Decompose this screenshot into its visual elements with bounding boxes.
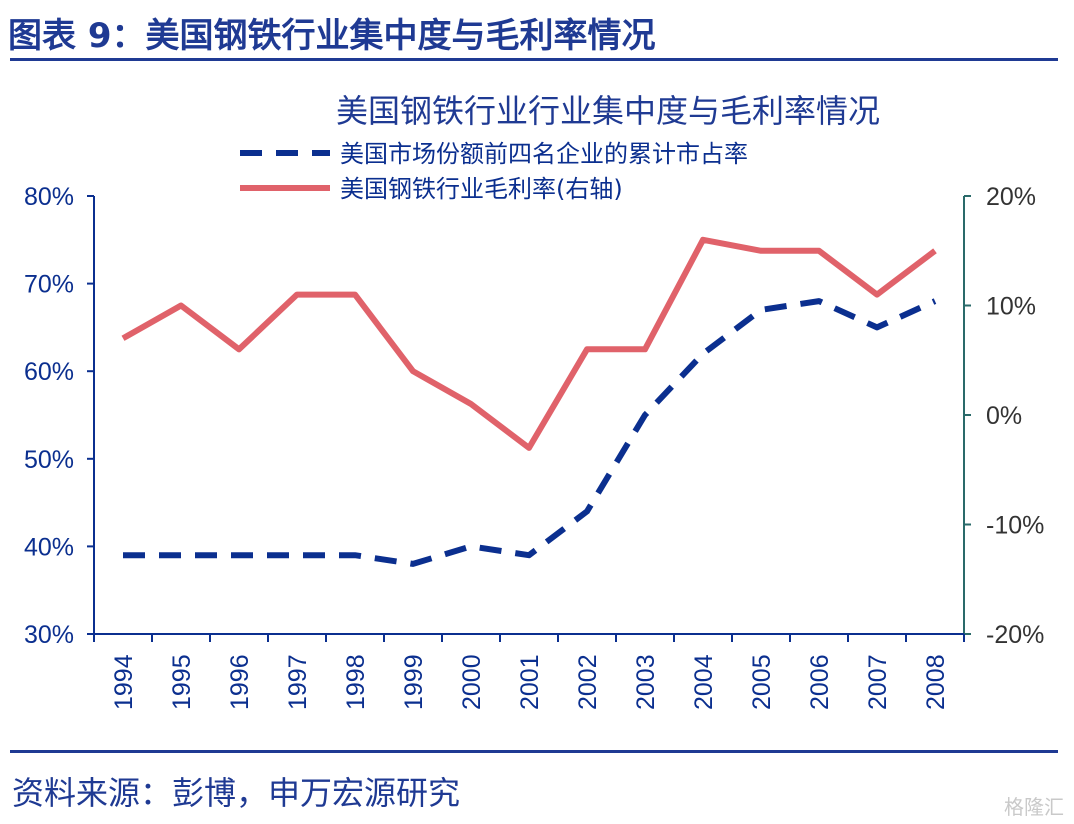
x-axis-tick-label: 2007 [864, 654, 892, 710]
left-axis-tick-label: 60% [24, 358, 74, 386]
right-axis-tick-label: 20% [986, 183, 1036, 211]
right-axis-tick-label: 10% [986, 293, 1036, 321]
series-line-gross-margin [121, 236, 937, 451]
x-axis-tick-label: 2001 [516, 654, 544, 710]
x-axis-tick-label: 1994 [110, 654, 138, 710]
top-rule [10, 58, 1058, 61]
left-axis-tick-label: 40% [24, 533, 74, 561]
chart: 30% 40% 50% 60% 70% 80% -20% -10% 0% 10% 20% 1994 19… [24, 92, 1044, 710]
chart-title: 美国钢铁行业行业集中度与毛利率情况 [336, 92, 880, 130]
right-axis-tick-label: 0% [986, 402, 1022, 430]
x-axis-tick-label: 2004 [690, 654, 718, 710]
x-axis-tick-label: 2005 [748, 654, 776, 710]
right-axis-tick-label: -10% [986, 512, 1044, 540]
watermark: 格隆汇 [1004, 795, 1064, 819]
x-axis-tick-label: 1998 [342, 654, 370, 710]
x-axis-tick-label: 1997 [284, 654, 312, 710]
right-axis-tick-label: -20% [986, 621, 1044, 649]
legend-label-concentration: 美国市场份额前四名企业的累计市占率 [340, 140, 748, 168]
x-axis-tick-label: 2002 [574, 654, 602, 710]
x-axis-tick-label: 2003 [632, 654, 660, 710]
x-axis-tick-label: 2006 [806, 654, 834, 710]
left-axis-tick-label: 50% [24, 446, 74, 474]
x-axis-tick-label: 1999 [400, 654, 428, 710]
figure-title: 图表 9：美国钢铁行业集中度与毛利率情况 [8, 16, 656, 56]
x-axis-tick-label: 2008 [922, 654, 950, 710]
x-axis-tick-label: 2000 [458, 654, 486, 710]
left-axis-tick-label: 30% [24, 621, 74, 649]
series-line-concentration [123, 298, 937, 567]
x-axis-tick-label: 1996 [226, 654, 254, 710]
x-axis-tick-label: 1995 [168, 654, 196, 710]
bottom-rule [10, 750, 1058, 753]
source-note: 资料来源：彭博，申万宏源研究 [12, 774, 461, 812]
left-axis-tick-label: 80% [24, 183, 74, 211]
left-axis-tick-label: 70% [24, 271, 74, 299]
legend-label-gross-margin: 美国钢铁行业毛利率(右轴) [340, 175, 623, 203]
